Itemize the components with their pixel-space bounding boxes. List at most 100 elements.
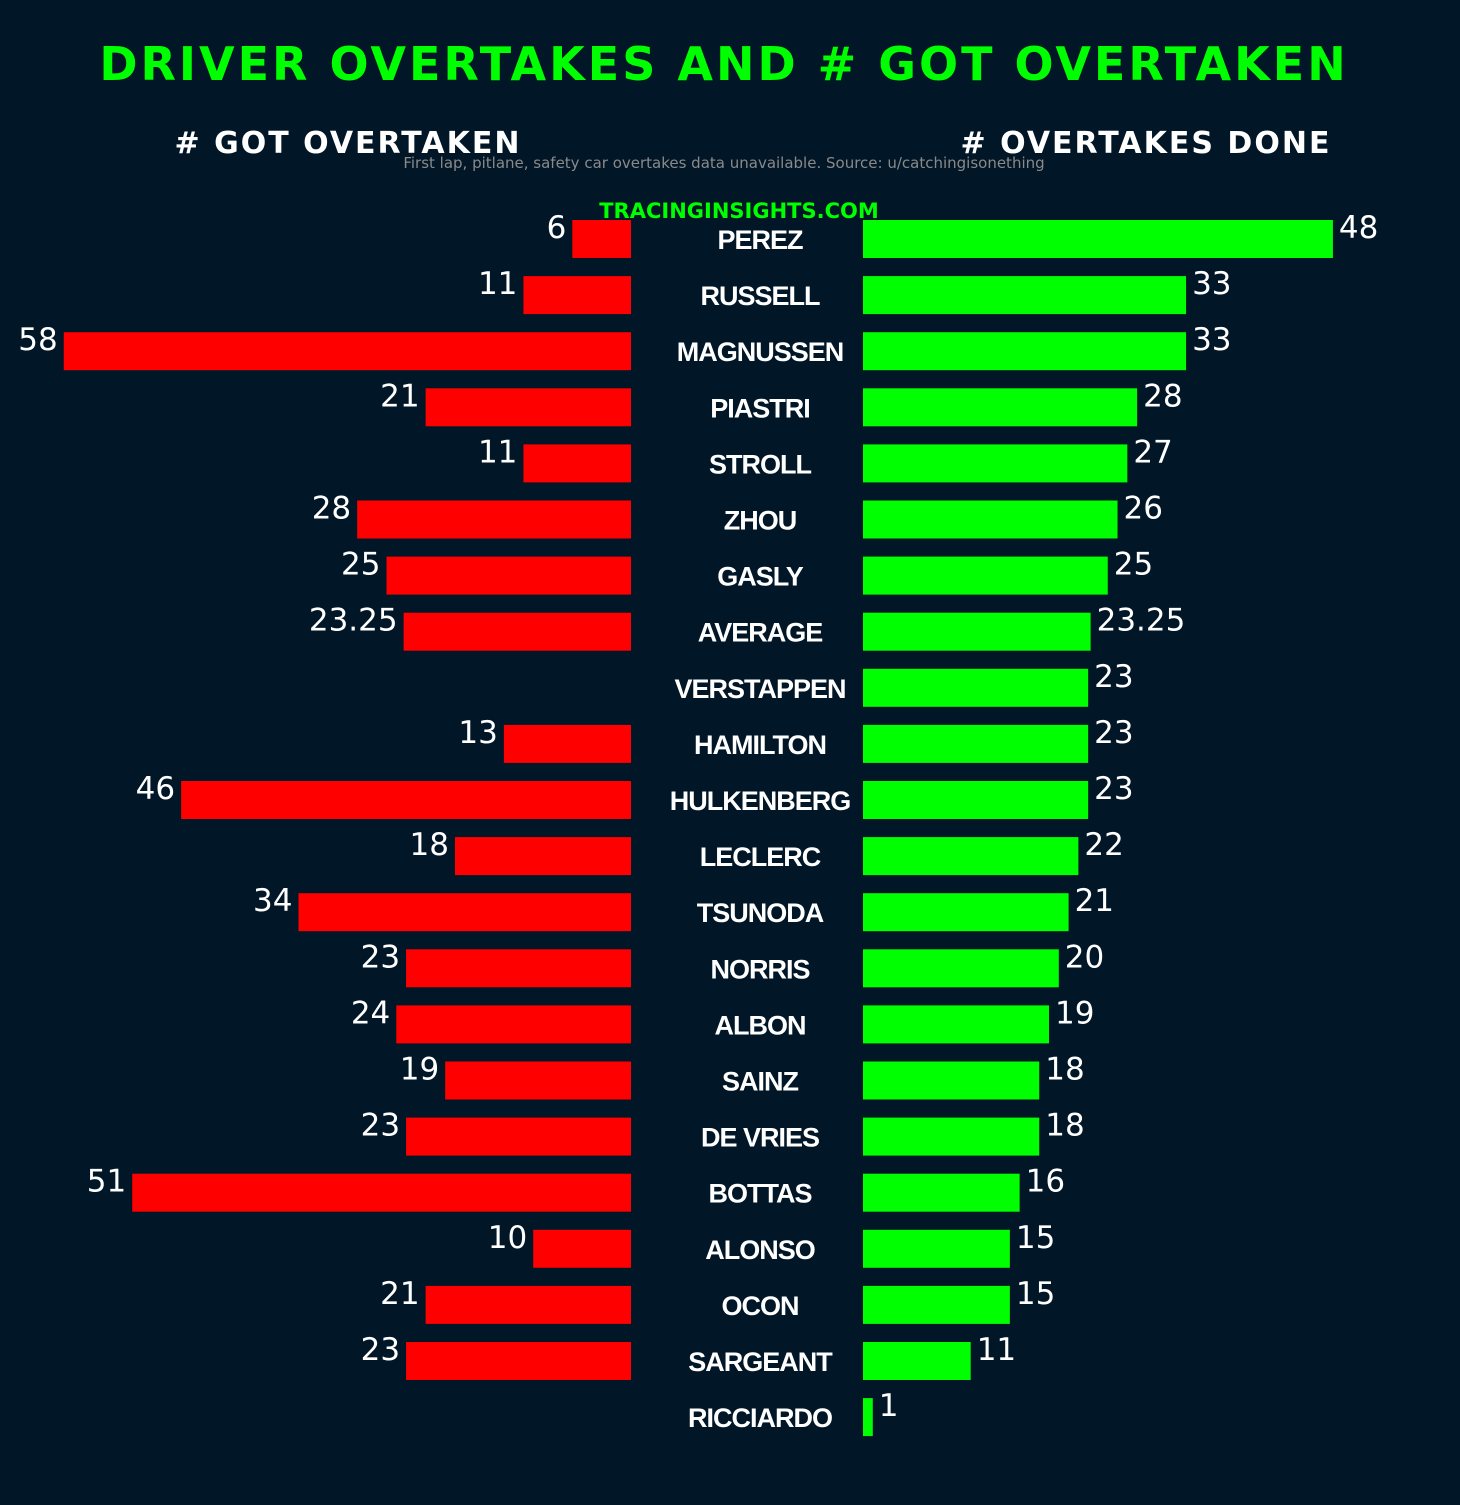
driver-label: MAGNUSSEN: [677, 337, 844, 367]
got-overtaken-value-label: 11: [478, 266, 517, 302]
overtakes-done-value-label: 19: [1055, 995, 1094, 1031]
right-panel-title: # OVERTAKES DONE: [961, 126, 1332, 161]
overtakes-done-bar: [863, 220, 1333, 258]
got-overtaken-value-label: 51: [87, 1164, 126, 1200]
overtakes-done-bar: [863, 1061, 1040, 1100]
overtakes-done-value-label: 25: [1114, 547, 1153, 583]
got-overtaken-value-label: 21: [380, 378, 419, 414]
got-overtaken-value-label: 11: [478, 434, 517, 470]
overtakes-done-bar: [863, 1173, 1020, 1212]
overtakes-done-value-label: 21: [1075, 883, 1114, 919]
got-overtaken-bar: [406, 1117, 631, 1156]
overtakes-done-bar: [863, 781, 1089, 819]
got-overtaken-value-label: 10: [488, 1220, 527, 1256]
overtakes-done-value-label: 22: [1084, 827, 1123, 863]
overtakes-done-bar: [863, 276, 1187, 315]
got-overtaken-bar: [425, 1285, 631, 1324]
got-overtaken-bar: [396, 1005, 631, 1044]
overtakes-done-value-label: 11: [977, 1332, 1016, 1368]
got-overtaken-value-label: 46: [136, 771, 175, 807]
got-overtaken-value-label: 23: [361, 939, 400, 975]
got-overtaken-value-label: 58: [18, 322, 57, 358]
overtakes-done-bar: [863, 612, 1091, 651]
driver-label: VERSTAPPEN: [674, 674, 845, 704]
overtakes-done-value-label: 23: [1094, 659, 1133, 695]
got-overtaken-bar: [298, 893, 631, 932]
driver-label: TSUNODA: [697, 898, 824, 928]
overtakes-done-bar: [863, 500, 1118, 539]
overtakes-done-bar: [863, 668, 1089, 707]
overtakes-done-bar: [863, 1005, 1050, 1044]
watermark: TRACINGINSIGHTS.COM: [599, 199, 879, 223]
driver-label: SARGEANT: [688, 1347, 833, 1377]
overtakes-done-bar: [863, 332, 1187, 371]
overtakes-done-value-label: 28: [1143, 378, 1182, 414]
driver-label: GASLY: [717, 562, 804, 592]
overtakes-done-value-label: 26: [1124, 491, 1163, 527]
got-overtaken-bar: [454, 837, 631, 876]
overtakes-done-value-label: 33: [1192, 322, 1231, 358]
got-overtaken-value-label: 6: [547, 210, 567, 246]
chart-title: DRIVER OVERTAKES AND # GOT OVERTAKEN: [99, 37, 1348, 91]
got-overtaken-bar: [181, 781, 631, 819]
got-overtaken-bar: [572, 220, 631, 258]
got-overtaken-value-label: 23: [361, 1332, 400, 1368]
driver-label: PEREZ: [717, 225, 803, 255]
driver-label: HAMILTON: [694, 730, 826, 760]
driver-label: RUSSELL: [700, 281, 820, 311]
got-overtaken-bar: [425, 388, 631, 427]
bars-layer: PEREZ 6 48 RUSSELL 11 33 MAGNUSSEN 58 33 PIASTRI 2…: [18, 210, 1378, 1437]
got-overtaken-bar: [386, 556, 631, 595]
overtakes-done-value-label: 16: [1026, 1164, 1065, 1200]
driver-label: SAINZ: [722, 1067, 799, 1097]
got-overtaken-value-label: 23: [361, 1108, 400, 1144]
driver-label: ALONSO: [705, 1235, 815, 1265]
overtakes-done-bar: [863, 444, 1128, 483]
got-overtaken-value-label: 18: [410, 827, 449, 863]
got-overtaken-bar: [63, 332, 631, 371]
driver-label: NORRIS: [710, 954, 809, 984]
source-note: First lap, pitlane, safety car overtakes…: [403, 154, 1044, 172]
overtakes-done-bar: [863, 388, 1138, 427]
driver-label: BOTTAS: [709, 1179, 812, 1209]
got-overtaken-value-label: 21: [380, 1276, 419, 1312]
overtakes-done-value-label: 18: [1045, 1108, 1084, 1144]
overtakes-done-bar: [863, 1285, 1010, 1324]
got-overtaken-value-label: 13: [458, 715, 497, 751]
driver-label: AVERAGE: [698, 618, 823, 648]
got-overtaken-bar: [523, 276, 631, 315]
got-overtaken-bar: [533, 1229, 631, 1268]
overtakes-done-value-label: 15: [1016, 1220, 1055, 1256]
overtakes-done-value-label: 18: [1045, 1052, 1084, 1088]
driver-label: HULKENBERG: [670, 786, 851, 816]
driver-label: LECLERC: [700, 842, 821, 872]
got-overtaken-bar: [132, 1173, 631, 1212]
got-overtaken-bar: [523, 444, 631, 483]
got-overtaken-bar: [406, 949, 631, 988]
got-overtaken-value-label: 24: [351, 995, 390, 1031]
overtakes-done-value-label: 23.25: [1097, 603, 1186, 639]
overtakes-done-value-label: 27: [1133, 434, 1172, 470]
got-overtaken-value-label: 34: [253, 883, 292, 919]
got-overtaken-bar: [357, 500, 631, 539]
overtakes-done-bar: [863, 837, 1079, 876]
got-overtaken-value-label: 23.25: [309, 603, 398, 639]
got-overtaken-value-label: 25: [341, 547, 380, 583]
driver-label: RICCIARDO: [688, 1403, 832, 1433]
got-overtaken-value-label: 19: [400, 1052, 439, 1088]
overtakes-done-bar: [863, 556, 1108, 595]
left-panel-title: # GOT OVERTAKEN: [175, 126, 522, 161]
driver-label: OCON: [722, 1291, 799, 1321]
overtakes-done-value-label: 33: [1192, 266, 1231, 302]
driver-label: ZHOU: [724, 506, 797, 536]
got-overtaken-bar: [445, 1061, 631, 1100]
driver-label: PIASTRI: [710, 393, 810, 423]
overtakes-done-value-label: 15: [1016, 1276, 1055, 1312]
overtakes-done-value-label: 48: [1339, 210, 1378, 246]
overtakes-done-bar: [863, 1398, 873, 1437]
overtakes-done-value-label: 23: [1094, 771, 1133, 807]
got-overtaken-bar: [403, 612, 631, 651]
got-overtaken-bar: [406, 1342, 631, 1380]
driver-label: DE VRIES: [701, 1123, 819, 1153]
